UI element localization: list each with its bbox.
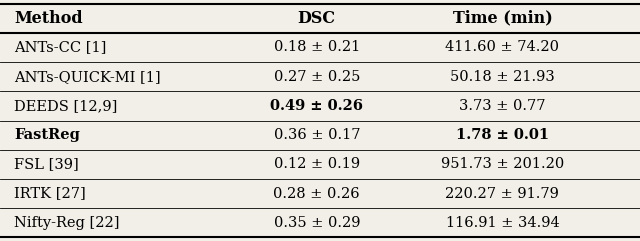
Text: 116.91 ± 34.94: 116.91 ± 34.94 <box>445 216 559 230</box>
Text: 951.73 ± 201.20: 951.73 ± 201.20 <box>441 157 564 171</box>
Text: DSC: DSC <box>298 10 336 27</box>
Text: 411.60 ± 74.20: 411.60 ± 74.20 <box>445 40 559 54</box>
Text: ANTs-QUICK-MI [1]: ANTs-QUICK-MI [1] <box>14 70 161 84</box>
Text: 3.73 ± 0.77: 3.73 ± 0.77 <box>459 99 546 113</box>
Text: Method: Method <box>14 10 83 27</box>
Text: Nifty-Reg [22]: Nifty-Reg [22] <box>14 216 120 230</box>
Text: 0.27 ± 0.25: 0.27 ± 0.25 <box>274 70 360 84</box>
Text: IRTK [27]: IRTK [27] <box>14 187 86 201</box>
Text: FSL [39]: FSL [39] <box>14 157 79 171</box>
Text: 0.36 ± 0.17: 0.36 ± 0.17 <box>273 128 360 142</box>
Text: 0.18 ± 0.21: 0.18 ± 0.21 <box>274 40 360 54</box>
Text: Time (min): Time (min) <box>452 10 552 27</box>
Text: ANTs-CC [1]: ANTs-CC [1] <box>14 40 106 54</box>
Text: 0.35 ± 0.29: 0.35 ± 0.29 <box>273 216 360 230</box>
Text: 0.28 ± 0.26: 0.28 ± 0.26 <box>273 187 360 201</box>
Text: 220.27 ± 91.79: 220.27 ± 91.79 <box>445 187 559 201</box>
Text: 1.78 ± 0.01: 1.78 ± 0.01 <box>456 128 549 142</box>
Text: 0.49 ± 0.26: 0.49 ± 0.26 <box>270 99 364 113</box>
Text: FastReg: FastReg <box>14 128 80 142</box>
Text: 0.12 ± 0.19: 0.12 ± 0.19 <box>274 157 360 171</box>
Text: DEEDS [12,9]: DEEDS [12,9] <box>14 99 118 113</box>
Text: 50.18 ± 21.93: 50.18 ± 21.93 <box>450 70 555 84</box>
